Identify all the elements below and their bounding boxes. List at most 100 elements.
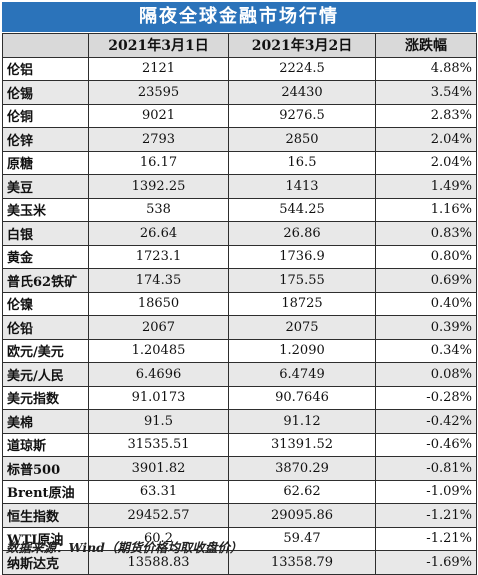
table-header: 2021年3月1日 2021年3月2日 涨跌幅 [2,33,477,58]
row-change: -1.21% [375,526,477,551]
table-row: 美元/人民 6.4696 6.4749 0.08% [2,362,477,387]
row-value-date1: 174.35 [88,268,229,293]
row-change: 3.54% [375,80,477,105]
row-name: 美玉米 [2,197,89,222]
row-value-date2: 24430 [228,80,376,105]
row-value-date2: 1.2090 [228,338,376,363]
row-change: 0.08% [375,362,477,387]
row-value-date1: 2067 [88,315,229,340]
row-value-date1: 29452.57 [88,503,229,528]
row-change: 0.39% [375,315,477,340]
row-value-date1: 6.4696 [88,362,229,387]
table-row: Brent原油 63.31 62.62 -1.09% [2,479,477,504]
header-date1: 2021年3月1日 [88,33,229,58]
row-change: -0.46% [375,432,477,457]
row-value-date2: 13358.79 [228,550,376,575]
table-row: 原糖 16.17 16.5 2.04% [2,150,477,175]
row-name: 普氏62铁矿 [2,268,89,293]
row-value-date2: 16.5 [228,150,376,175]
row-name: 美豆 [2,174,89,199]
row-name: 伦铅 [2,315,89,340]
row-change: 2.04% [375,127,477,152]
table-row: 伦铝 2121 2224.5 4.88% [2,56,477,81]
table-row: 白银 26.64 26.86 0.83% [2,221,477,246]
row-value-date2: 91.12 [228,409,376,434]
table-row: 美元指数 91.0173 90.7646 -0.28% [2,385,477,410]
row-change: -1.69% [375,550,477,575]
row-value-date2: 1413 [228,174,376,199]
row-change: 0.34% [375,338,477,363]
table-row: 黄金 1723.1 1736.9 0.80% [2,244,477,269]
row-change: 0.69% [375,268,477,293]
row-value-date2: 59.47 [228,526,376,551]
row-change: -0.81% [375,456,477,481]
row-value-date2: 90.7646 [228,385,376,410]
header-row: 2021年3月1日 2021年3月2日 涨跌幅 [2,33,477,58]
row-name: 黄金 [2,244,89,269]
row-name: 伦铜 [2,103,89,128]
row-value-date1: 3901.82 [88,456,229,481]
row-name: 原糖 [2,150,89,175]
row-name: 美元指数 [2,385,89,410]
row-value-date2: 3870.29 [228,456,376,481]
table-row: 标普500 3901.82 3870.29 -0.81% [2,456,477,481]
table-row: WTI原油 60.2 59.47 -1.21% [2,526,477,551]
row-value-date2: 175.55 [228,268,376,293]
table-row: 普氏62铁矿 174.35 175.55 0.69% [2,268,477,293]
table-row: 伦铅 2067 2075 0.39% [2,315,477,340]
table-row: 伦铜 9021 9276.5 2.83% [2,103,477,128]
row-name: WTI原油 [2,526,89,551]
row-value-date1: 16.17 [88,150,229,175]
row-value-date2: 2850 [228,127,376,152]
row-value-date2: 31391.52 [228,432,376,457]
row-value-date1: 1392.25 [88,174,229,199]
table-row: 美玉米 538 544.25 1.16% [2,197,477,222]
row-change: 0.83% [375,221,477,246]
row-value-date2: 6.4749 [228,362,376,387]
row-value-date2: 62.62 [228,479,376,504]
table-row: 美豆 1392.25 1413 1.49% [2,174,477,199]
row-name: 伦铝 [2,56,89,81]
row-change: 0.80% [375,244,477,269]
row-value-date2: 18725 [228,291,376,316]
row-name: 标普500 [2,456,89,481]
row-value-date1: 18650 [88,291,229,316]
row-change: 0.40% [375,291,477,316]
row-value-date2: 1736.9 [228,244,376,269]
row-value-date2: 2224.5 [228,56,376,81]
row-value-date1: 9021 [88,103,229,128]
row-name: 欧元/美元 [2,338,89,363]
table-row: 美棉 91.5 91.12 -0.42% [2,409,477,434]
table-row: 欧元/美元 1.20485 1.2090 0.34% [2,338,477,363]
row-value-date1: 91.5 [88,409,229,434]
row-change: 2.04% [375,150,477,175]
row-change: -0.42% [375,409,477,434]
row-value-date1: 2121 [88,56,229,81]
row-value-date2: 544.25 [228,197,376,222]
row-value-date1: 26.64 [88,221,229,246]
page-title: 隔夜全球金融市场行情 [2,2,476,32]
table-row: 伦锡 23595 24430 3.54% [2,80,477,105]
table-body: 伦铝 2121 2224.5 4.88% 伦锡 23595 24430 3.54% 伦铜 9021… [2,56,477,575]
row-value-date1: 1723.1 [88,244,229,269]
row-change: -0.28% [375,385,477,410]
row-name: 道琼斯 [2,432,89,457]
row-value-date1: 23595 [88,80,229,105]
row-value-date2: 29095.86 [228,503,376,528]
row-name: 伦锡 [2,80,89,105]
row-name: 美元/人民 [2,362,89,387]
row-change: 2.83% [375,103,477,128]
header-change: 涨跌幅 [375,33,477,58]
row-value-date2: 9276.5 [228,103,376,128]
row-value-date1: 2793 [88,127,229,152]
row-name: 伦镍 [2,291,89,316]
row-name: Brent原油 [2,479,89,504]
row-change: 1.49% [375,174,477,199]
table-row: 伦锌 2793 2850 2.04% [2,127,477,152]
row-value-date1: 91.0173 [88,385,229,410]
header-name [2,33,89,58]
row-name: 伦锌 [2,127,89,152]
row-value-date1: 31535.51 [88,432,229,457]
row-value-date1: 1.20485 [88,338,229,363]
row-value-date1: 538 [88,197,229,222]
